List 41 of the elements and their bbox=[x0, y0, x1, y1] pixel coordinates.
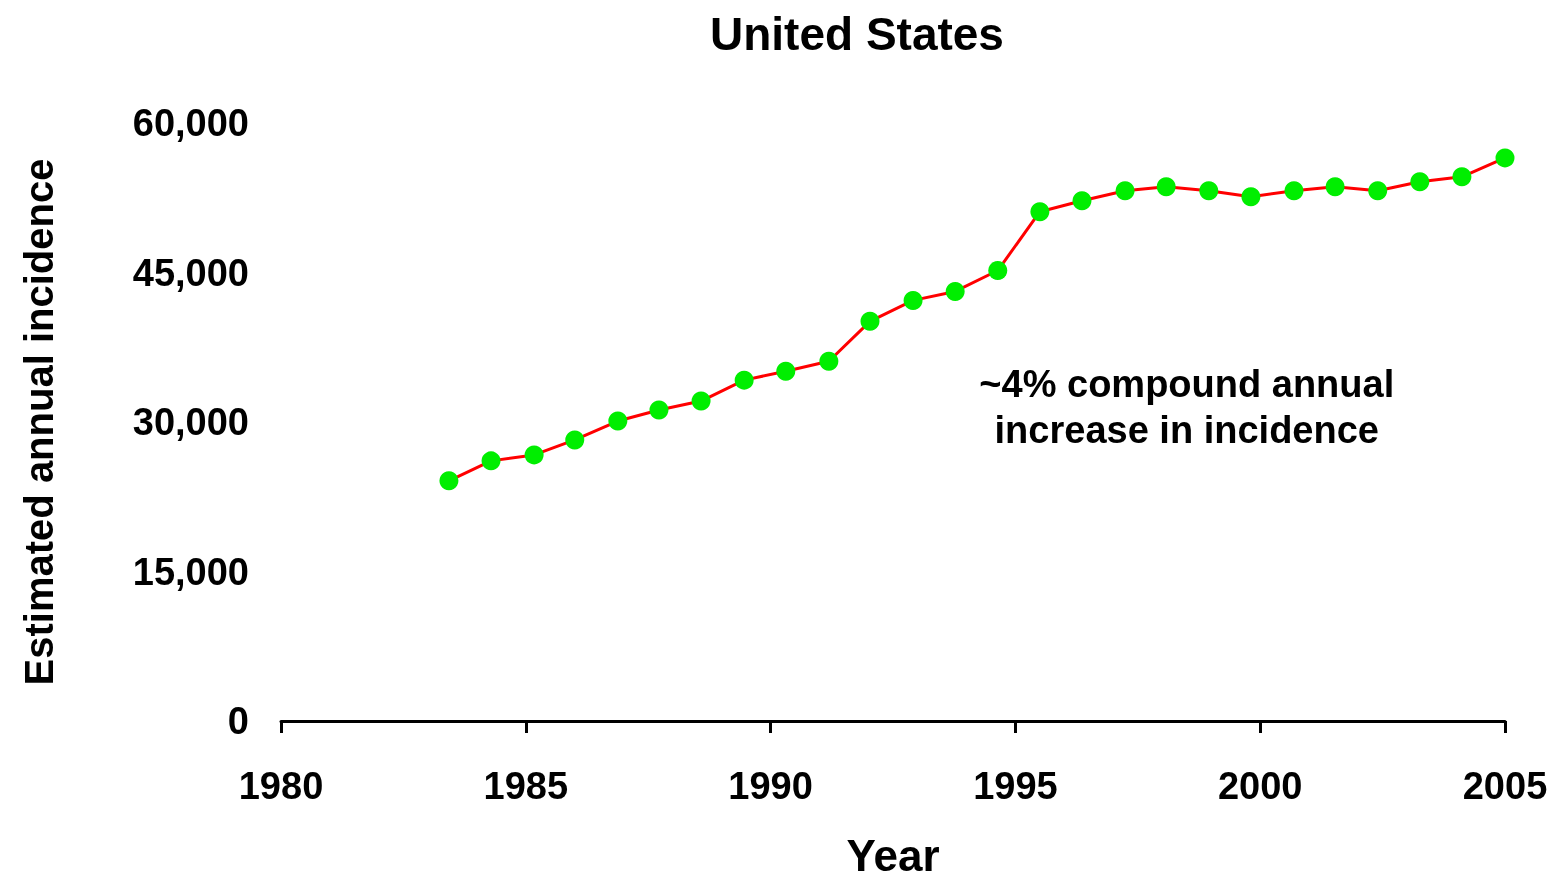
point bbox=[1410, 172, 1430, 192]
x-tick-label: 1995 bbox=[973, 765, 1058, 807]
y-axis-title: Estimated annual incidence bbox=[17, 158, 61, 686]
point bbox=[1368, 181, 1388, 201]
point bbox=[691, 391, 711, 411]
point bbox=[1325, 177, 1345, 197]
point bbox=[1452, 167, 1472, 187]
point bbox=[1241, 187, 1261, 207]
annotation: ~4% compound annual increase in incidence bbox=[979, 363, 1395, 452]
x-tick-label: 2000 bbox=[1217, 765, 1303, 807]
y-tick-label: 45,000 bbox=[132, 251, 249, 294]
point bbox=[1199, 181, 1219, 201]
y-tick-label: 0 bbox=[227, 700, 249, 742]
point bbox=[903, 290, 923, 310]
point bbox=[776, 361, 796, 381]
point bbox=[988, 261, 1008, 280]
chart-title: United States bbox=[710, 8, 1004, 60]
x-axis-title: Year bbox=[846, 830, 940, 880]
point bbox=[565, 430, 585, 450]
point bbox=[1030, 202, 1050, 222]
x-tick-label: 1980 bbox=[238, 765, 324, 807]
point bbox=[524, 445, 544, 465]
point bbox=[860, 311, 880, 331]
point bbox=[1115, 181, 1135, 201]
point bbox=[481, 451, 501, 471]
x-tick-label: 2005 bbox=[1462, 765, 1548, 807]
point bbox=[439, 471, 459, 491]
point bbox=[819, 351, 839, 371]
y-tick-label: 30,000 bbox=[132, 401, 249, 443]
point bbox=[649, 400, 669, 420]
point bbox=[1284, 181, 1304, 201]
point bbox=[608, 411, 628, 431]
point bbox=[734, 370, 754, 390]
y-tick-label: 15,000 bbox=[132, 550, 249, 593]
point bbox=[1156, 177, 1176, 197]
y-tick-label: 60,000 bbox=[132, 102, 249, 144]
point bbox=[1495, 148, 1515, 168]
point bbox=[1072, 191, 1092, 211]
x-tick-label: 1985 bbox=[483, 765, 569, 807]
x-tick-label: 1990 bbox=[728, 765, 813, 807]
point bbox=[945, 281, 965, 301]
